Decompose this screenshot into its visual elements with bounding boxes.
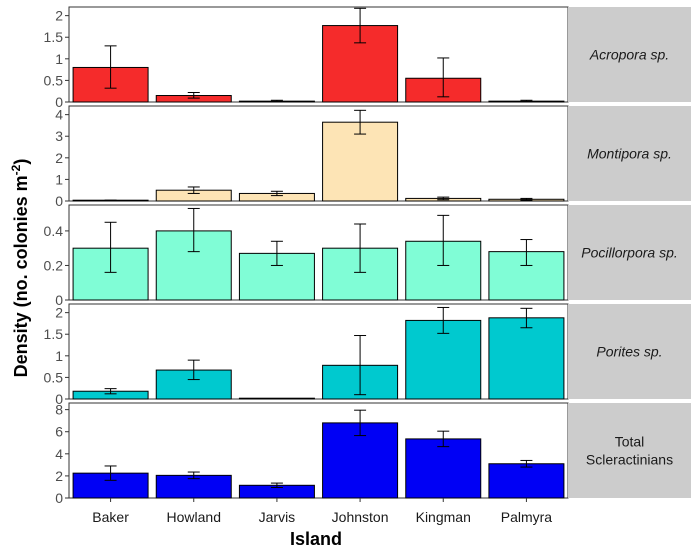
bar-howland bbox=[155, 369, 232, 400]
x-tick-label-kingman: Kingman bbox=[416, 509, 471, 525]
y-tick-label: 8 bbox=[55, 402, 63, 418]
strip-background bbox=[568, 106, 691, 201]
bar-kingman bbox=[405, 438, 482, 499]
y-tick-label: 0 bbox=[55, 490, 63, 506]
y-tick-label: 1.5 bbox=[44, 326, 64, 342]
panel-3: Pocillorpora sp. 0 0.2 0.4 bbox=[44, 204, 691, 308]
y-tick-label: 0.2 bbox=[44, 257, 64, 273]
x-tick-label-baker: Baker bbox=[92, 509, 129, 525]
y-tick-label: 2 bbox=[55, 150, 63, 166]
y-tick-label: 1 bbox=[55, 171, 63, 187]
y-tick-label: 0 bbox=[55, 391, 63, 407]
strip-label: Scleractinians bbox=[586, 452, 673, 468]
y-tick-label: 1.5 bbox=[44, 29, 64, 45]
x-tick-label-jarvis: Jarvis bbox=[259, 509, 296, 525]
y-tick-label: 2 bbox=[55, 8, 63, 24]
panel-background bbox=[68, 6, 569, 103]
y-tick-label: 0 bbox=[55, 292, 63, 308]
panels-group: Acropora sp. 0 0.5 1 1.5 2 Montipora sp. 0 1 2 3 4 P… bbox=[44, 6, 691, 506]
y-tick-label: 4 bbox=[55, 446, 63, 462]
panel-4: Porites sp. 0 0.5 1 1.5 2 bbox=[44, 303, 691, 407]
panel-5: Total Scleractinians 0 2 4 6 8 bbox=[55, 402, 691, 506]
strip-label: Porites sp. bbox=[596, 344, 662, 360]
strip-label: Acropora sp. bbox=[589, 47, 669, 63]
strip-background bbox=[568, 304, 691, 399]
y-tick-label: 6 bbox=[55, 424, 63, 440]
bar-palmyra bbox=[488, 463, 565, 499]
strip-label: Total bbox=[615, 434, 645, 450]
y-axis-title-superscript: -2 bbox=[9, 164, 23, 175]
strip-background bbox=[568, 7, 691, 102]
x-tick-label-howland: Howland bbox=[167, 509, 221, 525]
y-tick-label: 2 bbox=[55, 468, 63, 484]
panel-background bbox=[68, 204, 569, 301]
y-tick-label: 3 bbox=[55, 128, 63, 144]
y-axis-title-close: ) bbox=[11, 159, 31, 165]
y-tick-label: 4 bbox=[55, 107, 63, 123]
panel-background bbox=[68, 402, 569, 499]
y-tick-label: 0.4 bbox=[44, 223, 64, 239]
panel-2: Montipora sp. 0 1 2 3 4 bbox=[55, 105, 691, 209]
y-tick-label: 1 bbox=[55, 348, 63, 364]
bar-palmyra bbox=[488, 317, 565, 400]
strip-label: Montipora sp. bbox=[587, 146, 672, 162]
strip-background bbox=[568, 205, 691, 300]
x-tick-label-johnston: Johnston bbox=[332, 509, 389, 525]
y-tick-label: 0.5 bbox=[44, 72, 64, 88]
x-axis-group: Baker Howland Jarvis Johnston Kingman Palmyra bbox=[92, 498, 552, 525]
x-axis-title: Island bbox=[290, 529, 342, 549]
y-axis-title: Density (no. colonies m-2) bbox=[9, 159, 31, 378]
bar-johnston bbox=[322, 121, 399, 202]
y-tick-label: 1 bbox=[55, 51, 63, 67]
y-tick-label: 0 bbox=[55, 193, 63, 209]
panel-1: Acropora sp. 0 0.5 1 1.5 2 bbox=[44, 6, 691, 110]
x-tick-label-palmyra: Palmyra bbox=[501, 509, 553, 525]
strip-background bbox=[568, 403, 691, 498]
y-tick-label: 0 bbox=[55, 94, 63, 110]
y-tick-label: 0.5 bbox=[44, 369, 64, 385]
y-axis-title-main: Density (no. colonies m bbox=[11, 175, 31, 377]
y-tick-label: 2 bbox=[55, 305, 63, 321]
panel-background bbox=[68, 303, 569, 400]
strip-label: Pocillorpora sp. bbox=[581, 245, 678, 261]
panel-background bbox=[68, 105, 569, 202]
